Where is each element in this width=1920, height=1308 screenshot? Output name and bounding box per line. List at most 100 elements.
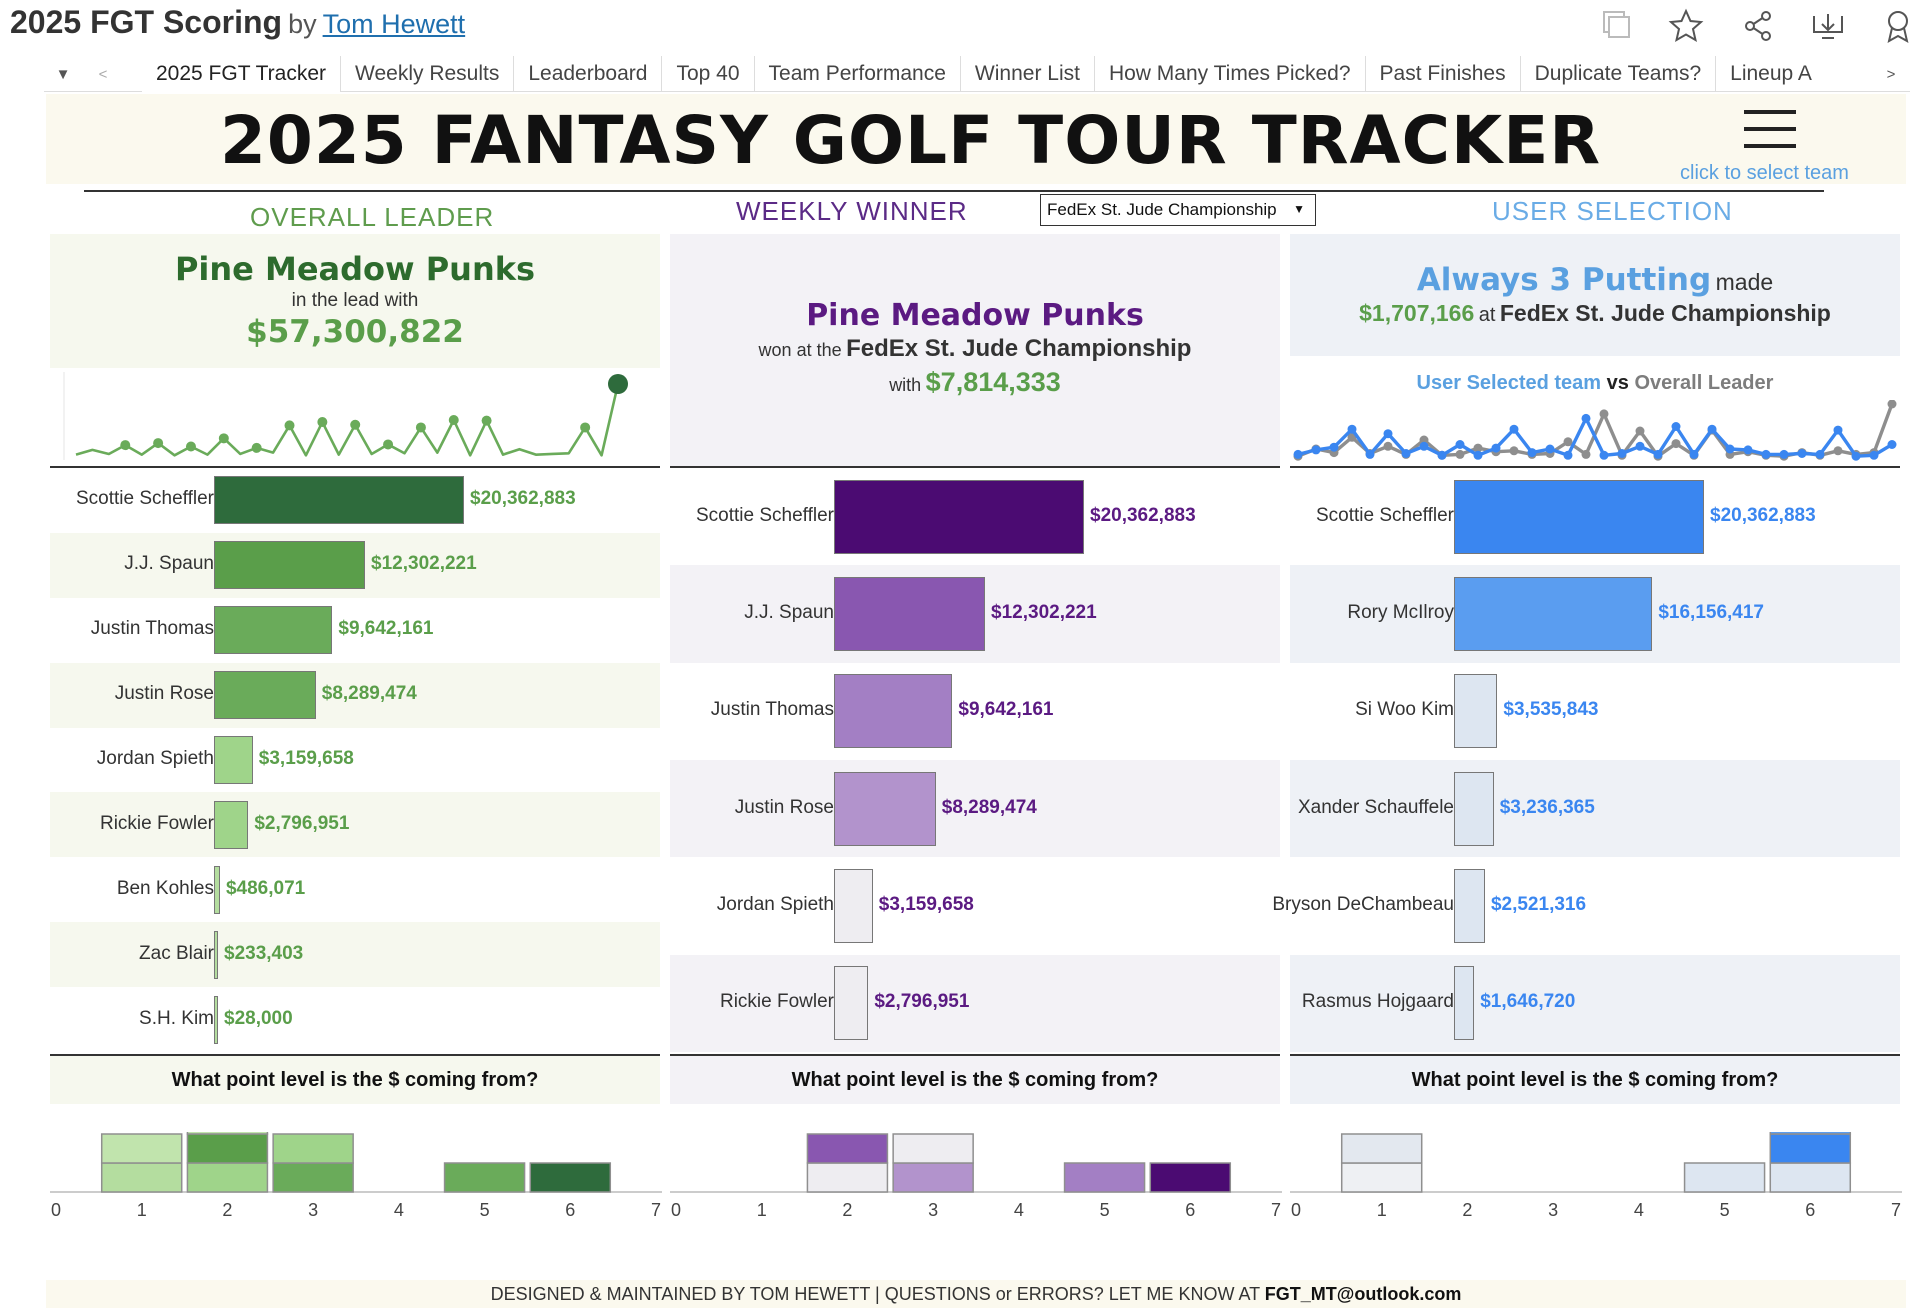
- sparkline-point[interactable]: [1527, 448, 1537, 458]
- badge-icon[interactable]: [1878, 6, 1918, 46]
- bar-row[interactable]: Ben Kohles $486,071: [50, 857, 660, 922]
- point-level-bar-segment[interactable]: [1769, 1162, 1852, 1193]
- share-icon[interactable]: [1738, 6, 1778, 46]
- sparkline-point[interactable]: [1599, 409, 1609, 419]
- sparkline-point[interactable]: [1473, 443, 1483, 453]
- sparkline-point[interactable]: [1563, 437, 1573, 447]
- bar-row[interactable]: J.J. Spaun $12,302,221: [670, 565, 1280, 663]
- sparkline-point[interactable]: [350, 419, 361, 430]
- bar-row[interactable]: Bryson DeChambeau $2,521,316: [1272, 857, 1900, 954]
- sparkline-point[interactable]: [1689, 449, 1699, 459]
- sparkline-point[interactable]: [1617, 449, 1627, 458]
- sparkline-point[interactable]: [1851, 451, 1861, 461]
- point-level-bar-segment[interactable]: [1149, 1162, 1232, 1193]
- sparkline-point[interactable]: [1671, 439, 1681, 449]
- tab-winner-list[interactable]: Winner List: [959, 56, 1094, 92]
- sparkline-point[interactable]: [1815, 449, 1825, 459]
- bar-row[interactable]: Zac Blair $233,403: [50, 922, 660, 988]
- sparkline-point[interactable]: [1653, 449, 1663, 459]
- point-level-bar-segment[interactable]: [443, 1162, 526, 1193]
- sparkline-point[interactable]: [1833, 446, 1843, 456]
- tab-leaderboard[interactable]: Leaderboard: [513, 56, 661, 92]
- sparkline-point[interactable]: [1635, 441, 1645, 451]
- sparkline-point[interactable]: [1869, 450, 1879, 460]
- point-level-bar-segment[interactable]: [1063, 1162, 1146, 1193]
- star-icon[interactable]: [1666, 6, 1706, 46]
- bar-row[interactable]: J.J. Spaun $12,302,221: [50, 532, 660, 598]
- bar-row[interactable]: S.H. Kim $28,000: [50, 987, 660, 1052]
- sparkline-point[interactable]: [1401, 449, 1411, 458]
- point-level-bar-segment[interactable]: [186, 1162, 269, 1193]
- bar-row[interactable]: Jordan Spieth $3,159,658: [670, 857, 1280, 954]
- duplicate-icon[interactable]: [1596, 6, 1636, 46]
- tab-lineup-a[interactable]: Lineup A: [1715, 56, 1826, 92]
- event-select[interactable]: FedEx St. Jude Championship ▼: [1040, 194, 1316, 226]
- bar[interactable]: [214, 671, 316, 720]
- bar-row[interactable]: Scottie Scheffler $20,362,883: [50, 468, 660, 533]
- sparkline-point[interactable]: [1725, 444, 1735, 454]
- sparkline-point[interactable]: [1581, 449, 1591, 459]
- sparkline-point[interactable]: [1473, 450, 1483, 460]
- sparkline-point[interactable]: [1581, 413, 1591, 423]
- sparkline-point[interactable]: [1491, 443, 1501, 453]
- tab-menu-chevron-down-icon[interactable]: ▼: [55, 65, 71, 83]
- sparkline-point[interactable]: [218, 433, 229, 444]
- sparkline-point[interactable]: [1887, 400, 1897, 409]
- sparkline-point[interactable]: [383, 439, 394, 450]
- sparkline-point[interactable]: [1455, 440, 1465, 449]
- bar[interactable]: [214, 606, 333, 655]
- tab-weekly-results[interactable]: Weekly Results: [340, 56, 513, 92]
- bar-row[interactable]: Rory McIlroy $16,156,417: [1290, 565, 1900, 663]
- bar-row[interactable]: Rasmus Hojgaard $1,646,720: [1290, 954, 1900, 1052]
- sparkline-point[interactable]: [1635, 426, 1645, 436]
- tab-duplicate-teams[interactable]: Duplicate Teams?: [1519, 56, 1716, 92]
- tab-scroll-left-icon[interactable]: <: [98, 65, 108, 83]
- sparkline-point[interactable]: [120, 440, 131, 451]
- sparkline-point[interactable]: [1563, 450, 1573, 460]
- point-level-bar-segment[interactable]: [186, 1133, 269, 1164]
- sparkline-point[interactable]: [1293, 449, 1303, 459]
- sparkline-point[interactable]: [1761, 449, 1771, 459]
- tab-how-many-times-picked[interactable]: How Many Times Picked?: [1093, 56, 1365, 92]
- bar[interactable]: [214, 735, 253, 784]
- bar[interactable]: [834, 771, 936, 846]
- sparkline-point[interactable]: [580, 422, 591, 433]
- point-level-bar-segment[interactable]: [1340, 1162, 1423, 1193]
- point-level-bar-segment[interactable]: [100, 1162, 183, 1193]
- bar[interactable]: [1454, 577, 1653, 651]
- sparkline-point[interactable]: [1779, 449, 1789, 459]
- point-level-bar-segment[interactable]: [100, 1133, 183, 1164]
- point-level-bar-segment[interactable]: [272, 1162, 354, 1193]
- sparkline-point[interactable]: [1383, 441, 1393, 451]
- sparkline-point[interactable]: [1599, 450, 1609, 460]
- point-level-bar-segment[interactable]: [892, 1133, 974, 1164]
- sparkline-point[interactable]: [1887, 440, 1897, 449]
- bar-row[interactable]: Scottie Scheffler $20,362,883: [670, 468, 1280, 565]
- sparkline-point[interactable]: [1671, 422, 1681, 431]
- sparkline-point[interactable]: [1545, 444, 1555, 454]
- sparkline-point[interactable]: [415, 422, 426, 433]
- sparkline-point[interactable]: [1347, 424, 1357, 434]
- bar[interactable]: [1454, 771, 1494, 846]
- sparkline-point[interactable]: [284, 420, 295, 431]
- bar[interactable]: [214, 865, 220, 914]
- bar-row[interactable]: Rickie Fowler $2,796,951: [50, 792, 660, 858]
- bar-row[interactable]: Justin Rose $8,289,474: [670, 760, 1280, 858]
- point-level-bar-segment[interactable]: [1769, 1133, 1852, 1164]
- point-level-bar-segment[interactable]: [272, 1133, 354, 1164]
- point-level-bar-segment[interactable]: [1340, 1133, 1423, 1164]
- bar[interactable]: [834, 869, 873, 943]
- tab-team-performance[interactable]: Team Performance: [753, 56, 960, 92]
- download-icon[interactable]: [1808, 6, 1848, 46]
- bar[interactable]: [1454, 479, 1704, 554]
- sparkline-point[interactable]: [1833, 425, 1843, 435]
- author-link[interactable]: Tom Hewett: [322, 9, 466, 39]
- tab-top-40[interactable]: Top 40: [661, 56, 753, 92]
- sparkline-point[interactable]: [1437, 450, 1447, 460]
- bar-row[interactable]: Rickie Fowler $2,796,951: [670, 954, 1280, 1052]
- bar[interactable]: [834, 577, 986, 651]
- sparkline-point[interactable]: [1419, 441, 1429, 451]
- sparkline-point[interactable]: [608, 374, 628, 394]
- bar-row[interactable]: Jordan Spieth $3,159,658: [50, 728, 660, 793]
- bar[interactable]: [1454, 674, 1498, 749]
